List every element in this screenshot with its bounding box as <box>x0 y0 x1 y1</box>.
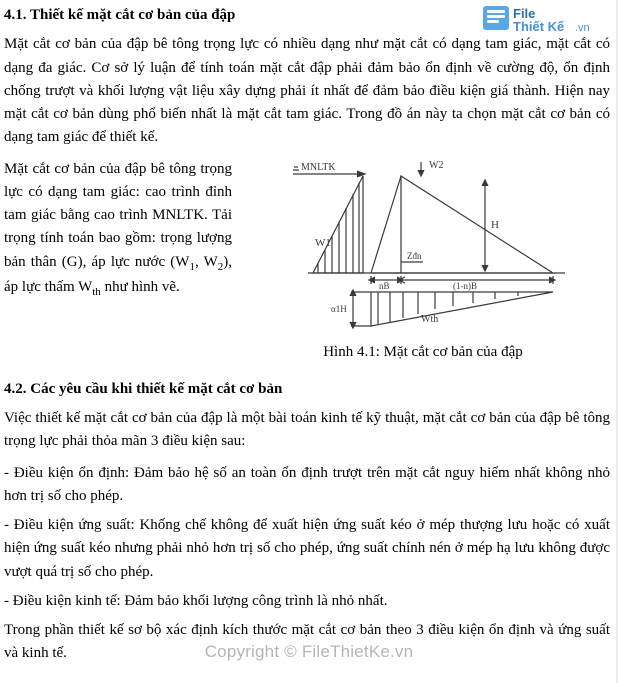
cond-2: - Điều kiện ứng suất: Khống chế không để… <box>4 514 610 584</box>
para-4-1-side: Mặt cắt cơ bản của đập bê tông trọng lực… <box>4 158 232 301</box>
lbl-nb: nB <box>379 281 390 291</box>
para-4-1-intro: Mặt cắt cơ bản của đập bê tông trọng lực… <box>4 33 610 149</box>
lbl-w2: W2 <box>429 160 443 171</box>
cond-1: - Điều kiện ổn định: Đảm bảo hệ số an to… <box>4 462 610 509</box>
lbl-zdn: Zđn <box>407 251 422 261</box>
lbl-w1: W1 <box>315 237 331 249</box>
lbl-wth: Wth <box>421 314 438 325</box>
p2-post: như hình vẽ. <box>101 279 180 295</box>
document-page: File Thiết Kế .vn 4.1. Thiết kế mặt cắt … <box>0 0 618 683</box>
para-4-2-outro: Trong phần thiết kế sơ bộ xác định kích … <box>4 619 610 666</box>
p2-mid1: , W <box>195 254 218 270</box>
row-text-figure: Mặt cắt cơ bản của đập bê tông trọng lực… <box>4 158 610 372</box>
figure-caption: Hình 4.1: Mặt cắt cơ bản của đập <box>323 341 523 364</box>
heading-4-2: 4.2. Các yêu cầu khi thiết kế mặt cắt cơ… <box>4 378 610 401</box>
sub-th: th <box>92 286 101 298</box>
heading-4-1: 4.1. Thiết kế mặt cắt cơ bản của đập <box>4 4 610 27</box>
lbl-h: H <box>491 219 499 231</box>
lbl-ah: α1H <box>331 304 347 314</box>
cond-3: - Điều kiện kinh tế: Đảm bảo khối lượng … <box>4 590 610 613</box>
lbl-mnltk: MNLTK <box>301 162 336 173</box>
lbl-1nb: (1-n)B <box>453 281 477 291</box>
figure-4-1: MNLTK W2 W1 H Zđn nB (1-n)B α1H Wth Hình… <box>236 158 610 372</box>
para-4-2-intro: Việc thiết kế mặt cắt cơ bản của đập là … <box>4 407 610 454</box>
